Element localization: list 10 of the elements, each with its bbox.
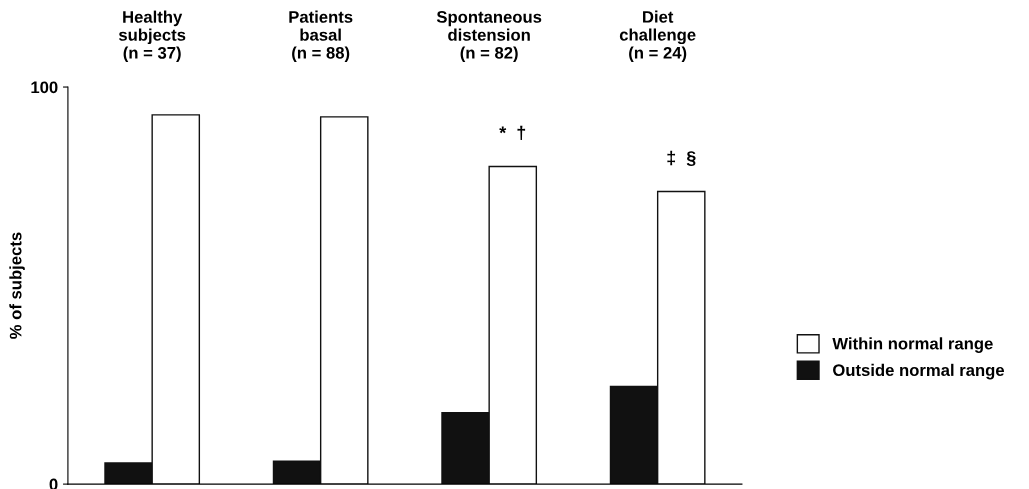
x-tick-label: Patients basal (n = 88) <box>289 10 353 63</box>
annotation: ‡ § <box>667 150 696 166</box>
y-axis-title: % of subjects <box>9 232 25 339</box>
y-tick-label: 100 <box>31 81 58 94</box>
legend-label: Outside normal range <box>833 363 1005 380</box>
annotation: * † <box>499 125 526 141</box>
x-tick-label: Healthy subjects (n = 37) <box>118 10 186 63</box>
x-tick-label: Diet challenge (n = 24) <box>619 10 696 63</box>
x-tick-label: Spontaneous distension (n = 82) <box>436 11 542 63</box>
legend-label: Within normal range <box>832 337 993 353</box>
